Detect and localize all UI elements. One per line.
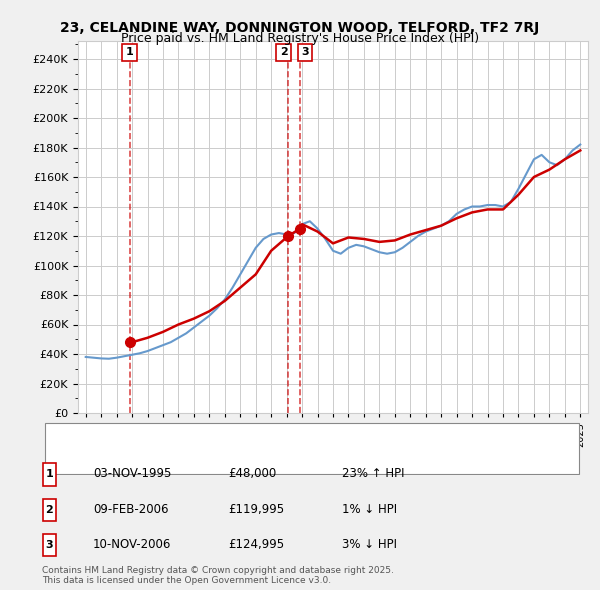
Text: HPI: Average price, semi-detached house, Telford and Wrekin: HPI: Average price, semi-detached house,…: [96, 455, 415, 465]
Text: 3: 3: [46, 540, 53, 550]
Text: 23, CELANDINE WAY, DONNINGTON WOOD, TELFORD, TF2 7RJ: 23, CELANDINE WAY, DONNINGTON WOOD, TELF…: [61, 21, 539, 35]
Text: 1% ↓ HPI: 1% ↓ HPI: [342, 503, 397, 516]
Text: 03-NOV-1995: 03-NOV-1995: [93, 467, 172, 480]
Text: 23, CELANDINE WAY, DONNINGTON WOOD, TELFORD, TF2 7RJ (semi-detached house): 23, CELANDINE WAY, DONNINGTON WOOD, TELF…: [96, 432, 542, 442]
FancyBboxPatch shape: [43, 534, 56, 556]
Text: 2: 2: [280, 47, 287, 57]
Text: 3: 3: [301, 47, 308, 57]
Text: 2: 2: [46, 505, 53, 514]
Text: 3% ↓ HPI: 3% ↓ HPI: [342, 538, 397, 551]
Text: Contains HM Land Registry data © Crown copyright and database right 2025.
This d: Contains HM Land Registry data © Crown c…: [42, 566, 394, 585]
FancyBboxPatch shape: [45, 423, 580, 474]
Text: 23% ↑ HPI: 23% ↑ HPI: [342, 467, 404, 480]
Text: 09-FEB-2006: 09-FEB-2006: [93, 503, 169, 516]
Text: £119,995: £119,995: [228, 503, 284, 516]
Text: £48,000: £48,000: [228, 467, 276, 480]
FancyBboxPatch shape: [43, 499, 56, 521]
Text: 10-NOV-2006: 10-NOV-2006: [93, 538, 172, 551]
Text: £124,995: £124,995: [228, 538, 284, 551]
Text: 1: 1: [126, 47, 133, 57]
Text: 1: 1: [46, 470, 53, 479]
Text: Price paid vs. HM Land Registry's House Price Index (HPI): Price paid vs. HM Land Registry's House …: [121, 32, 479, 45]
FancyBboxPatch shape: [43, 463, 56, 486]
